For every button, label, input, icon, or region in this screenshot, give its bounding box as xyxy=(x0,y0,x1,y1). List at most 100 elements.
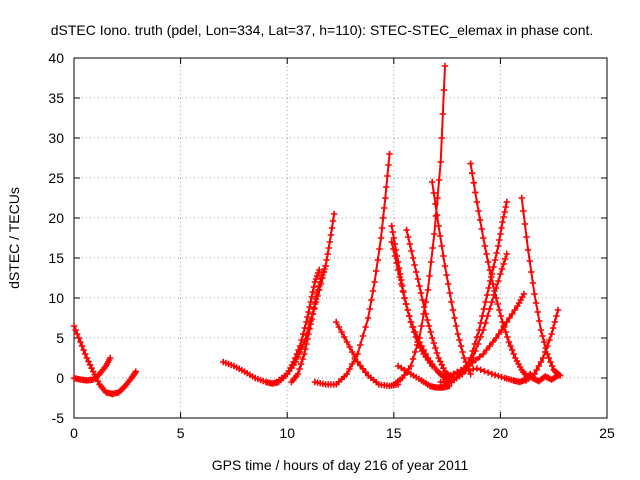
y-tick-label: 30 xyxy=(48,130,64,146)
x-tick-label: 25 xyxy=(599,425,615,441)
data-point xyxy=(303,340,310,348)
data-point xyxy=(425,322,433,330)
data-point xyxy=(314,286,322,294)
data-point xyxy=(443,373,451,380)
data-point xyxy=(533,366,540,374)
data-point xyxy=(82,350,89,358)
data-point xyxy=(531,290,538,298)
data-point xyxy=(475,207,482,215)
data-point xyxy=(472,356,480,364)
data-point xyxy=(75,334,82,342)
data-point xyxy=(476,216,484,224)
data-point xyxy=(470,366,477,373)
data-point xyxy=(498,373,505,381)
data-point xyxy=(311,300,319,308)
data-point xyxy=(310,305,318,313)
data-point xyxy=(386,150,393,158)
data-series xyxy=(311,150,393,388)
data-point xyxy=(379,214,387,222)
data-point xyxy=(534,308,541,316)
data-point xyxy=(390,234,397,242)
data-point xyxy=(480,305,488,313)
data-point xyxy=(451,314,458,322)
data-point xyxy=(488,370,496,378)
data-point xyxy=(492,334,500,342)
data-point xyxy=(307,320,314,328)
data-point xyxy=(511,306,518,314)
data-point xyxy=(307,298,314,306)
data-point xyxy=(408,247,415,255)
data-point xyxy=(312,275,320,283)
data-point xyxy=(500,322,508,330)
data-point xyxy=(383,183,390,191)
data-point xyxy=(437,158,444,166)
data-point xyxy=(480,326,487,334)
data-point xyxy=(302,345,309,353)
data-point xyxy=(318,274,325,282)
data-point xyxy=(470,179,477,186)
data-series xyxy=(70,354,114,384)
data-point xyxy=(354,350,361,358)
data-point xyxy=(290,358,297,366)
data-point xyxy=(483,346,490,354)
data-point xyxy=(308,315,315,323)
data-point xyxy=(485,284,492,292)
data-point xyxy=(438,242,445,250)
data-point xyxy=(299,355,306,363)
data-point xyxy=(293,350,300,358)
data-point xyxy=(476,353,483,361)
data-point xyxy=(309,310,316,318)
y-axis-label: dSTEC / TECUs xyxy=(6,187,22,289)
data-point xyxy=(502,328,509,336)
data-point xyxy=(438,361,445,368)
data-point xyxy=(327,231,335,239)
data-point xyxy=(107,354,114,362)
y-tick-label: 25 xyxy=(48,170,64,186)
series-group xyxy=(70,62,564,398)
data-point xyxy=(497,270,504,278)
data-point xyxy=(362,369,369,376)
data-point xyxy=(368,296,375,304)
data-point xyxy=(411,328,419,336)
data-point xyxy=(422,298,429,306)
data-point xyxy=(506,314,513,322)
data-point xyxy=(440,86,448,94)
data-point xyxy=(481,242,489,250)
data-point xyxy=(445,280,452,288)
y-tick-label: 15 xyxy=(48,250,64,266)
data-point xyxy=(503,198,510,206)
data-point xyxy=(446,289,453,297)
data-point xyxy=(551,318,558,326)
data-point xyxy=(362,323,369,331)
data-point xyxy=(86,361,94,368)
data-point xyxy=(532,299,540,307)
data-point xyxy=(407,318,415,326)
data-point xyxy=(420,346,427,354)
data-point xyxy=(422,350,429,358)
data-point xyxy=(537,326,545,334)
data-point xyxy=(405,233,412,241)
data-point xyxy=(374,256,381,264)
data-point xyxy=(321,265,328,273)
data-point xyxy=(488,298,496,306)
data-point xyxy=(328,224,336,232)
data-series xyxy=(288,262,329,386)
data-point xyxy=(424,316,431,324)
data-point xyxy=(391,252,399,260)
data-point xyxy=(553,312,560,320)
data-point xyxy=(520,290,528,298)
data-point xyxy=(320,268,327,276)
chart-title: dSTEC Iono. truth (pdel, Lon=334, Lat=37… xyxy=(51,22,594,38)
y-tick-label: 5 xyxy=(56,330,64,346)
data-point xyxy=(500,213,507,221)
data-point xyxy=(454,330,461,338)
data-point xyxy=(431,230,438,238)
data-point xyxy=(416,282,423,290)
data-point xyxy=(497,230,504,238)
x-tick-label: 20 xyxy=(493,425,509,441)
data-point xyxy=(508,310,516,318)
data-point xyxy=(88,365,95,372)
data-point xyxy=(461,354,468,362)
data-series xyxy=(390,62,449,388)
data-point xyxy=(296,342,304,350)
